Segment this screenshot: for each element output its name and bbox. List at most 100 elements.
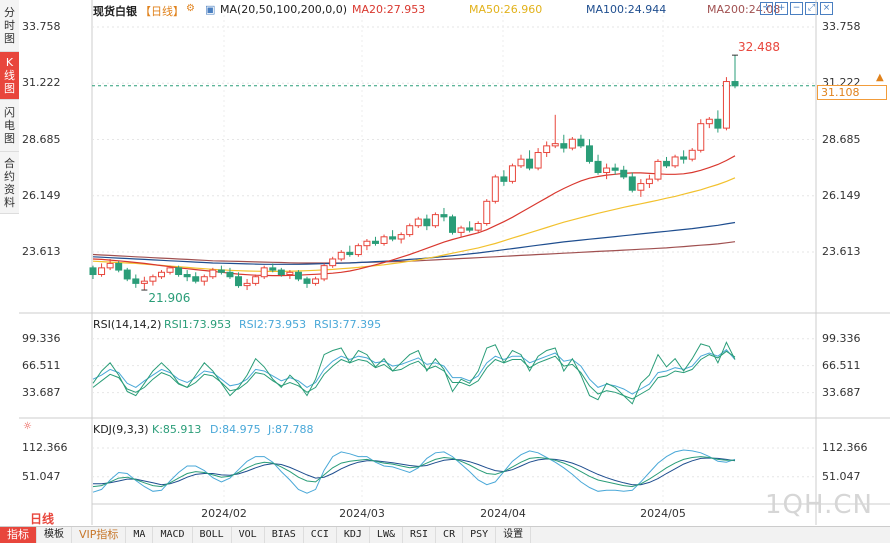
zoom-out-icon[interactable]: − xyxy=(790,2,803,15)
candle-body xyxy=(337,251,345,260)
rsi3-line xyxy=(92,350,736,400)
candle-body xyxy=(543,145,551,154)
candle-body xyxy=(346,251,354,256)
candle-body xyxy=(637,183,645,191)
ma20-label: MA20:27.953 xyxy=(352,3,426,16)
tab-char: 料 xyxy=(4,195,15,209)
crosshair-icon[interactable]: ✛ xyxy=(760,2,773,15)
candle-body xyxy=(500,176,508,182)
candle-body xyxy=(688,149,696,160)
indicator-button-7[interactable]: BIAS xyxy=(265,527,304,543)
rsi1-label: RSI1:73.953 xyxy=(164,318,232,331)
candle-body xyxy=(671,156,679,167)
indicator-button-4[interactable]: MACD xyxy=(153,527,193,543)
chart-overlay: 32.488 21.906 xyxy=(141,40,780,305)
indicator-button-8[interactable]: CCI xyxy=(304,527,337,543)
indicator-button-0[interactable]: 指标 xyxy=(0,527,37,543)
kdj-d-line xyxy=(93,457,736,486)
candle-body xyxy=(517,158,525,167)
candle-body xyxy=(722,81,730,129)
rsi-title: RSI(14,14,2) xyxy=(93,318,162,331)
candle-body xyxy=(200,276,208,282)
candle-body xyxy=(611,167,619,171)
tab-flash[interactable]: 闪电图 xyxy=(0,100,19,152)
rsi-tick-right: 99.336 xyxy=(822,331,861,345)
candle-body xyxy=(414,218,422,227)
candle-body xyxy=(440,214,448,218)
indicator-button-1[interactable]: 模板 xyxy=(37,527,72,543)
candle-body xyxy=(294,271,302,280)
tab-contract-info[interactable]: 合约资料 xyxy=(0,152,19,214)
candle-body xyxy=(526,158,534,169)
indicator-button-2[interactable]: VIP指标 xyxy=(72,527,127,543)
price-tick-right: 33.758 xyxy=(822,20,861,34)
candle-body xyxy=(594,160,602,173)
candle-body xyxy=(620,169,628,178)
candle-body xyxy=(560,143,568,149)
candle-body xyxy=(235,276,243,287)
indicator-button-3[interactable]: MA xyxy=(126,527,154,543)
indicator-button-13[interactable]: PSY xyxy=(463,527,497,543)
date-tick: 2024/05 xyxy=(640,507,686,520)
candle-body xyxy=(149,276,157,282)
indicator-button-11[interactable]: RSI xyxy=(403,527,437,543)
rsi-tick-left: 33.687 xyxy=(22,385,61,399)
candle-body xyxy=(140,280,148,284)
candle-body xyxy=(286,271,294,276)
rsi-tick-left: 66.511 xyxy=(22,358,61,372)
candle-body xyxy=(568,138,576,149)
tab-timeshare[interactable]: 分时图 xyxy=(0,0,19,52)
candle-body xyxy=(277,269,285,276)
candle-body xyxy=(132,278,140,284)
grid-lines: 2024/02 2024/03 2024/04 2024/05 xyxy=(19,0,890,525)
close-icon[interactable]: × xyxy=(820,2,833,15)
candle-body xyxy=(697,123,705,151)
watermark: 1QH.CN xyxy=(765,490,873,520)
ma20-line xyxy=(92,155,736,277)
price-tick-left: 31.222 xyxy=(22,76,61,90)
candle-body xyxy=(329,258,337,267)
indicator-button-14[interactable]: 设置 xyxy=(496,527,532,543)
candle-body xyxy=(252,276,260,284)
indicator-button-10[interactable]: LW& xyxy=(370,527,403,543)
indicator-icon[interactable]: ▣ xyxy=(205,3,216,16)
candle-body xyxy=(209,269,217,278)
candle-body xyxy=(312,278,320,284)
candle-body xyxy=(491,176,499,202)
j-label: J:87.788 xyxy=(268,423,314,436)
indicator-toolbar: 指标 模板 VIP指标 MA MACD BOLL VOL BIAS CCI KDJ LW& RSI CR… xyxy=(0,526,890,543)
kdj-tick-left: 112.366 xyxy=(22,440,68,454)
kdj-tick-left: 51.047 xyxy=(22,469,61,483)
candle-body xyxy=(269,267,277,271)
candle-body xyxy=(243,282,251,287)
high-label: 32.488 xyxy=(738,40,780,54)
candle-body xyxy=(320,265,328,280)
expand-icon[interactable]: ⤢ xyxy=(805,2,818,15)
indicator-button-6[interactable]: VOL xyxy=(232,527,265,543)
tab-char: 分 xyxy=(4,6,15,19)
candle-body xyxy=(474,222,482,231)
kdj-tick-right: 112.366 xyxy=(822,440,868,454)
rsi-tick-left: 99.336 xyxy=(22,331,61,345)
candle-body xyxy=(731,81,739,87)
indicator-button-5[interactable]: BOLL xyxy=(193,527,232,543)
candle-body xyxy=(389,236,397,240)
sun-icon[interactable]: ☼ xyxy=(23,421,32,432)
candle-body xyxy=(457,227,465,233)
settings-icon[interactable]: ⚙ xyxy=(186,3,195,14)
candle-body xyxy=(303,278,311,284)
tab-char: 线 xyxy=(4,69,15,82)
price-tick-right: 23.613 xyxy=(822,245,861,259)
period-tag[interactable]: 日线 xyxy=(30,512,55,526)
indicator-button-9[interactable]: KDJ xyxy=(337,527,370,543)
candle-body xyxy=(115,262,123,271)
candle-body xyxy=(166,267,174,273)
candle-body xyxy=(106,262,114,269)
candle-body xyxy=(483,200,491,224)
zoom-in-icon[interactable]: + xyxy=(775,2,788,15)
candle-body xyxy=(217,269,225,273)
indicator-button-12[interactable]: CR xyxy=(436,527,464,543)
